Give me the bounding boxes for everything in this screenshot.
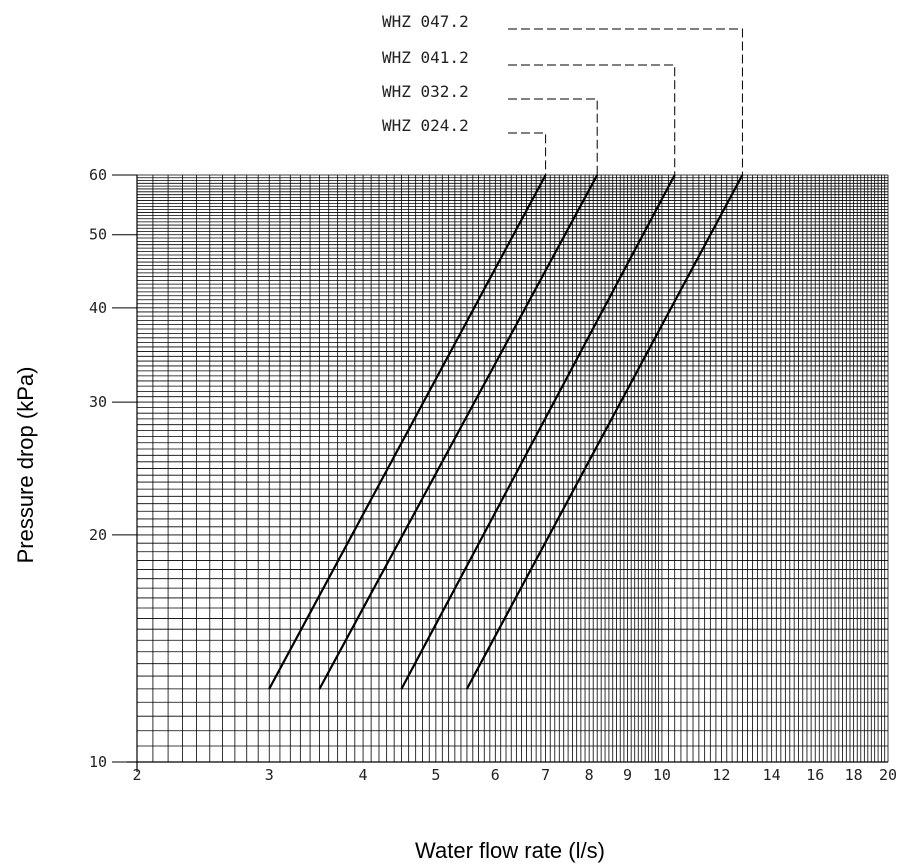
y-tick-label: 10 <box>89 753 107 771</box>
y-tick-label: 30 <box>89 393 107 411</box>
series-labels: WHZ 024.2 WHZ 032.2 WHZ 041.2 WHZ 047.2 <box>382 12 743 175</box>
x-tick-label: 16 <box>806 766 824 784</box>
x-tick-label: 14 <box>763 766 781 784</box>
y-tick-label: 60 <box>89 166 107 184</box>
x-tick-label: 4 <box>359 766 368 784</box>
y-tick-label: 40 <box>89 299 107 317</box>
x-tick-label: 2 <box>132 766 141 784</box>
x-tick-label: 8 <box>585 766 594 784</box>
x-axis-title: Water flow rate (l/s) <box>415 838 605 863</box>
x-tick-label: 10 <box>653 766 671 784</box>
x-tick-label: 12 <box>712 766 730 784</box>
series-label: WHZ 041.2 <box>382 48 469 67</box>
x-tick-label: 6 <box>491 766 500 784</box>
series-line <box>268 174 547 690</box>
series-leader-line <box>508 28 743 175</box>
series-label: WHZ 032.2 <box>382 82 469 101</box>
y-tick-labels: 10 20 30 40 50 60 <box>89 166 137 771</box>
series-line <box>465 174 744 690</box>
grid <box>136 174 889 763</box>
series-lines <box>268 174 744 690</box>
x-tick-label: 18 <box>845 766 863 784</box>
x-tick-label: 9 <box>623 766 632 784</box>
x-tick-label: 3 <box>265 766 274 784</box>
x-tick-label: 5 <box>431 766 440 784</box>
y-tick-label: 20 <box>89 526 107 544</box>
x-tick-label: 7 <box>541 766 550 784</box>
series-leader-line <box>508 98 598 175</box>
series-line <box>400 174 676 690</box>
series-leader-line <box>508 132 547 175</box>
series-leader-line <box>508 64 676 175</box>
x-tick-label: 20 <box>879 766 897 784</box>
x-tick-labels: 2 3 4 5 6 7 8 9 10 12 14 16 18 20 <box>132 766 897 784</box>
y-axis-title: Pressure drop (kPa) <box>13 367 38 564</box>
y-tick-label: 50 <box>89 226 107 244</box>
series-line <box>318 174 599 690</box>
series-label: WHZ 024.2 <box>382 116 469 135</box>
axes <box>127 175 888 772</box>
series-label: WHZ 047.2 <box>382 12 469 31</box>
